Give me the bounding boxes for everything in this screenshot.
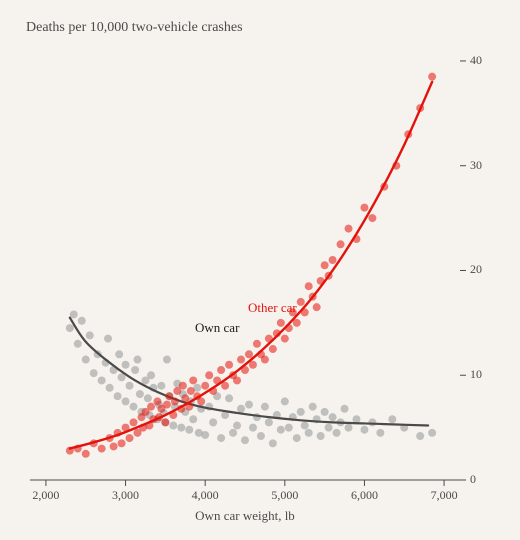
y-tick-label: 10	[470, 367, 500, 382]
x-tick-label: 6,000	[334, 488, 394, 503]
x-tick-label: 3,000	[96, 488, 156, 503]
y-tick-label: 40	[470, 53, 500, 68]
series-label: Own car	[195, 320, 239, 336]
y-tick-label: 30	[470, 158, 500, 173]
y-tick-label: 0	[470, 472, 500, 487]
x-tick-label: 2,000	[16, 488, 76, 503]
y-tick-label: 20	[470, 262, 500, 277]
chart-container: Deaths per 10,000 two-vehicle crashes 2,…	[0, 0, 520, 540]
x-tick-label: 4,000	[175, 488, 235, 503]
series-label: Other car	[248, 300, 297, 316]
x-tick-label: 5,000	[255, 488, 315, 503]
chart-plot	[0, 0, 520, 540]
x-axis-label: Own car weight, lb	[30, 508, 460, 524]
x-tick-label: 7,000	[414, 488, 474, 503]
